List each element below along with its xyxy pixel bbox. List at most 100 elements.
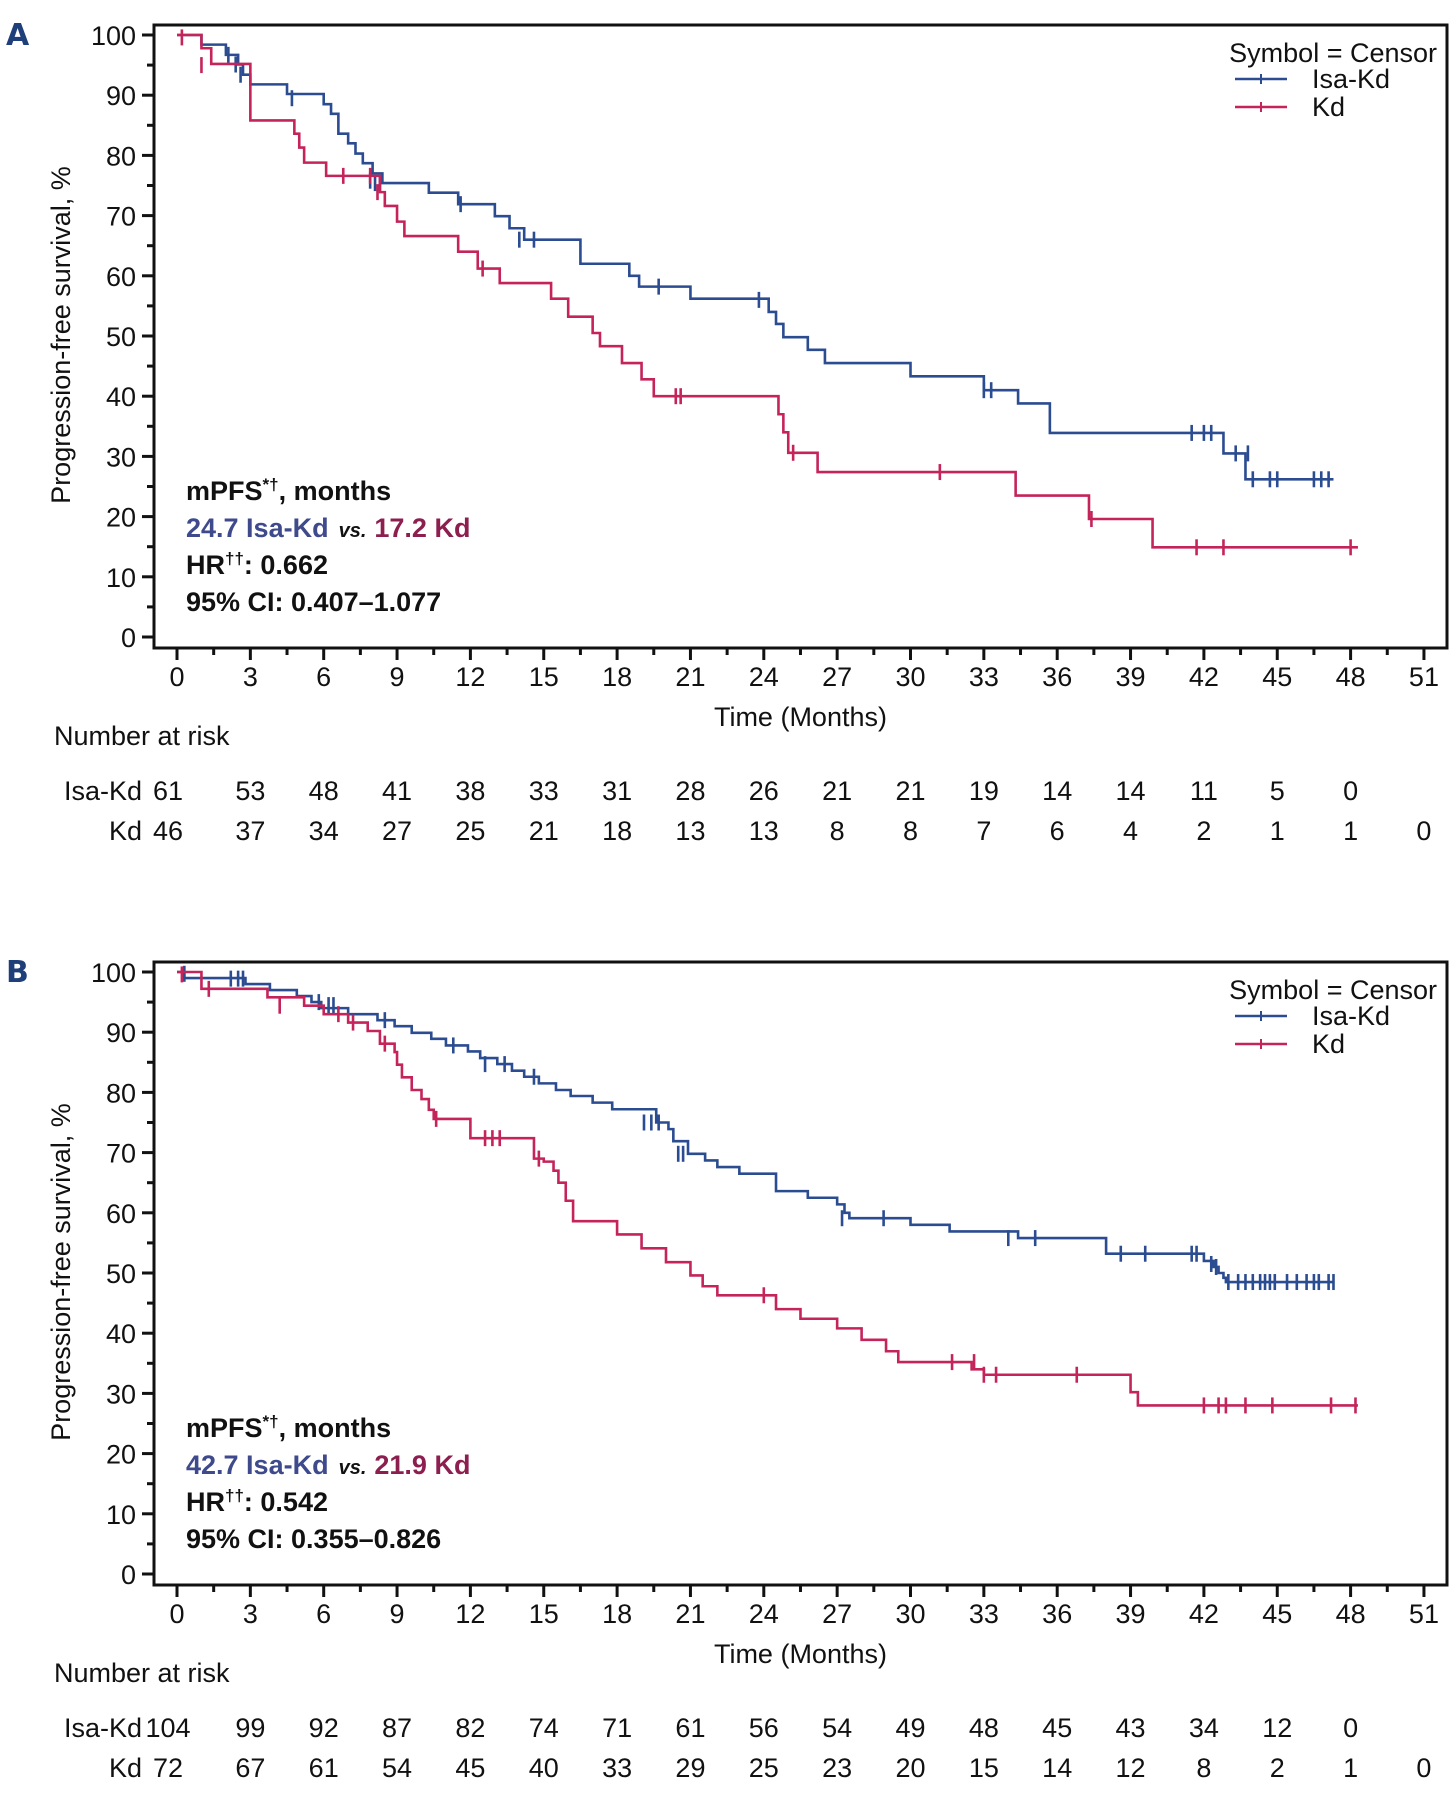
confidence-interval: 95% CI: 0.355–0.826 (186, 1524, 441, 1554)
risk-value: 8 (903, 816, 918, 846)
hr-label: HR (186, 1487, 225, 1517)
x-tick-label: 48 (1336, 662, 1366, 692)
y-tick-label: 80 (106, 141, 136, 171)
x-tick-label: 27 (822, 662, 852, 692)
mpfs-vs: vs. (339, 1457, 367, 1479)
x-tick-label: 15 (529, 1599, 559, 1629)
mpfs-kd: 21.9 Kd (374, 1450, 470, 1480)
x-tick-label: 18 (602, 662, 632, 692)
risk-value: 34 (1189, 1713, 1219, 1743)
risk-value: 67 (235, 1753, 265, 1783)
risk-value: 21 (822, 776, 852, 806)
risk-value: 2 (1270, 1753, 1285, 1783)
mpfs-isa-kd: 42.7 Isa-Kd (186, 1450, 329, 1480)
x-tick-label: 51 (1409, 662, 1439, 692)
risk-value: 45 (1042, 1713, 1072, 1743)
risk-value: 20 (895, 1753, 925, 1783)
x-tick-label: 45 (1262, 662, 1292, 692)
x-tick-label: 30 (895, 1599, 925, 1629)
y-axis-title: Progression-free survival, % (46, 1103, 76, 1441)
y-tick-label: 80 (106, 1078, 136, 1108)
risk-value: 0 (1343, 1713, 1358, 1743)
y-tick-label: 30 (106, 442, 136, 472)
legend-title: Symbol = Censor (1229, 975, 1437, 1005)
y-tick-label: 10 (106, 563, 136, 593)
x-tick-label: 9 (390, 662, 405, 692)
y-tick-label: 60 (106, 1199, 136, 1229)
risk-value: 15 (969, 1753, 999, 1783)
risk-value: 12 (1116, 1753, 1146, 1783)
risk-value: 41 (382, 776, 412, 806)
series-kd (177, 29, 1358, 556)
risk-value: 1 (1343, 1753, 1358, 1783)
km-panel-b: B0102030405060708090100Progression-free … (6, 955, 1449, 1783)
risk-value: 53 (235, 776, 265, 806)
km-curve-isa-kd (177, 33, 1334, 481)
km-panel-a: A0102030405060708090100Progression-free … (6, 18, 1449, 846)
x-tick-label: 51 (1409, 1599, 1439, 1629)
km-curve-kd (177, 33, 1358, 549)
km-curve-kd (177, 970, 1358, 1407)
mpfs-heading: mPFS*†, months (186, 475, 391, 506)
x-tick-label: 6 (316, 1599, 331, 1629)
mpfs-label: mPFS (186, 1413, 263, 1443)
series-isa-kd (177, 33, 1334, 488)
risk-value: 25 (455, 816, 485, 846)
legend-label-kd: Kd (1312, 1029, 1345, 1059)
risk-value: 7 (976, 816, 991, 846)
x-tick-label: 3 (243, 662, 258, 692)
y-tick-label: 10 (106, 1500, 136, 1530)
risk-value: 13 (749, 816, 779, 846)
risk-value: 49 (895, 1713, 925, 1743)
series-isa-kd (177, 965, 1335, 1291)
risk-value: 33 (529, 776, 559, 806)
x-tick-label: 39 (1116, 662, 1146, 692)
risk-value: 72 (153, 1753, 183, 1783)
risk-value: 27 (382, 816, 412, 846)
risk-value: 31 (602, 776, 632, 806)
y-tick-label: 30 (106, 1379, 136, 1409)
hr-label: HR (186, 550, 225, 580)
series-kd (177, 966, 1358, 1414)
x-tick-label: 24 (749, 662, 779, 692)
mpfs-footnote: *† (263, 1412, 279, 1431)
mpfs-heading: mPFS*†, months (186, 1412, 391, 1443)
mpfs-footnote: *† (263, 475, 279, 494)
risk-value: 1 (1343, 816, 1358, 846)
x-tick-label: 3 (243, 1599, 258, 1629)
risk-value: 48 (309, 776, 339, 806)
risk-value: 8 (830, 816, 845, 846)
risk-value: 71 (602, 1713, 632, 1743)
panel-letter: A (6, 18, 30, 53)
hazard-ratio: HR††: 0.542 (186, 1486, 328, 1517)
risk-value: 21 (895, 776, 925, 806)
y-tick-label: 70 (106, 1139, 136, 1169)
mpfs-isa-kd: 24.7 Isa-Kd (186, 513, 329, 543)
x-tick-label: 27 (822, 1599, 852, 1629)
risk-value: 29 (675, 1753, 705, 1783)
risk-value: 54 (382, 1753, 412, 1783)
risk-value: 2 (1196, 816, 1211, 846)
risk-value: 26 (749, 776, 779, 806)
hr-footnote: †† (225, 1486, 244, 1505)
legend-title: Symbol = Censor (1229, 38, 1437, 68)
risk-value: 12 (1262, 1713, 1292, 1743)
x-tick-label: 36 (1042, 662, 1072, 692)
risk-value: 61 (153, 776, 183, 806)
mpfs-units: , months (279, 1413, 392, 1443)
risk-value: 56 (749, 1713, 779, 1743)
x-tick-label: 33 (969, 1599, 999, 1629)
mpfs-units: , months (279, 476, 392, 506)
x-tick-label: 42 (1189, 1599, 1219, 1629)
y-tick-label: 40 (106, 1319, 136, 1349)
risk-value: 43 (1116, 1713, 1146, 1743)
x-tick-label: 24 (749, 1599, 779, 1629)
legend-label-isa-kd: Isa-Kd (1312, 64, 1390, 94)
risk-value: 19 (969, 776, 999, 806)
risk-value: 28 (675, 776, 705, 806)
risk-row-label: Kd (109, 1753, 142, 1783)
risk-value: 33 (602, 1753, 632, 1783)
x-tick-label: 36 (1042, 1599, 1072, 1629)
mpfs-vs: vs. (339, 520, 367, 542)
